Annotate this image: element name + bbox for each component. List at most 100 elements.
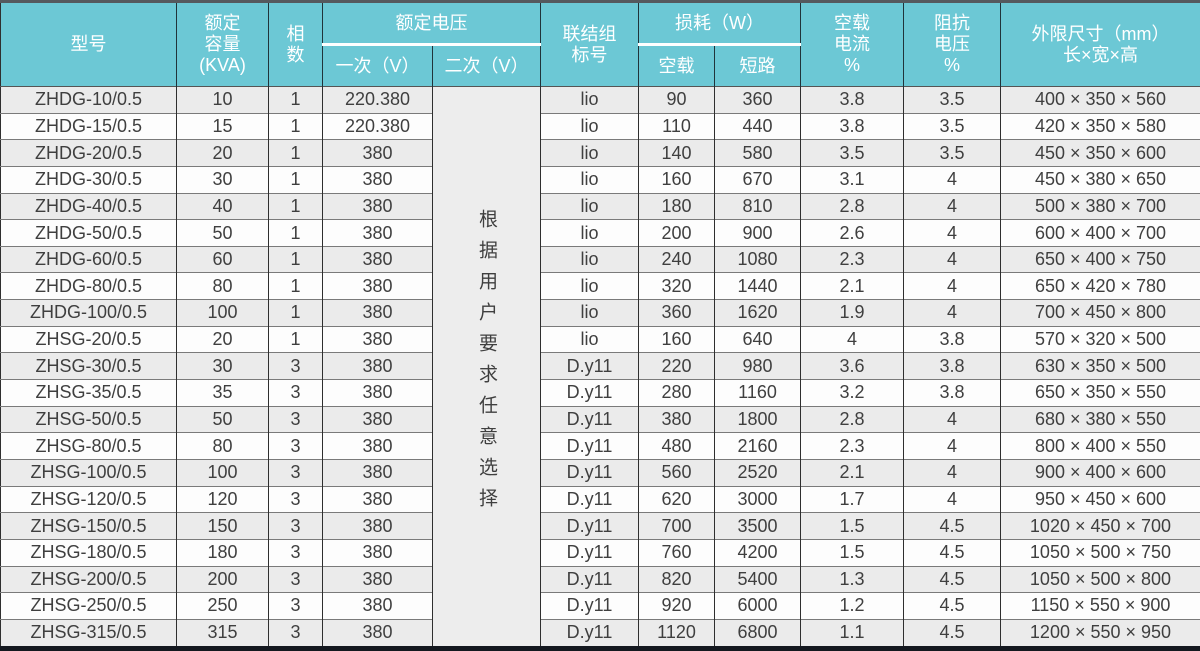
cell-dimensions: 650 × 400 × 750 bbox=[1000, 245, 1200, 273]
cell-loss-noload: 620 bbox=[638, 485, 715, 513]
cell-primary-voltage: 380 bbox=[322, 352, 433, 380]
cell-capacity: 180 bbox=[176, 538, 269, 567]
cell-connection-group: lio bbox=[540, 219, 639, 247]
cell-dimensions: 1200 × 550 × 950 bbox=[1000, 618, 1200, 649]
cell-impedance-voltage: 4 bbox=[903, 272, 1001, 300]
cell-loss-short: 4200 bbox=[714, 538, 801, 567]
cell-noload-current: 1.1 bbox=[800, 618, 904, 649]
col-header-dimensions-line1: 外限尺寸（mm） bbox=[1031, 23, 1170, 44]
cell-impedance-voltage: 4 bbox=[903, 405, 1001, 433]
cell-primary-voltage: 380 bbox=[322, 379, 433, 407]
cell-connection-group: D.y11 bbox=[540, 379, 639, 407]
cell-noload-current: 2.3 bbox=[800, 432, 904, 460]
cell-noload-current: 3.1 bbox=[800, 165, 904, 194]
cell-connection-group: D.y11 bbox=[540, 432, 639, 460]
cell-capacity: 20 bbox=[176, 139, 269, 167]
cell-phases: 1 bbox=[268, 325, 323, 353]
cell-capacity: 10 bbox=[176, 86, 269, 114]
cell-impedance-voltage: 4 bbox=[903, 192, 1001, 220]
cell-model: ZHSG-80/0.5 bbox=[0, 432, 177, 460]
col-header-capacity-line2: 容量 bbox=[204, 34, 241, 54]
col-header-impedance-line1: 阻抗 bbox=[934, 13, 970, 33]
cell-model: ZHDG-100/0.5 bbox=[0, 299, 177, 327]
table-row: ZHSG-180/0.5 180 3 380 D.y11 760 4200 1.5 4.5 105… bbox=[0, 538, 1200, 567]
table-row: ZHSG-30/0.5 30 3 380 D.y11 220 980 3.6 3.8 630 × … bbox=[0, 352, 1200, 380]
cell-dimensions: 680 × 380 × 550 bbox=[1000, 405, 1200, 433]
cell-noload-current: 3.8 bbox=[800, 86, 904, 114]
col-header-phases-line2: 数 bbox=[286, 44, 305, 65]
table-row: ZHDG-10/0.5 10 1 220.380 根据用户要求任意选择 lio 90 360 3… bbox=[0, 86, 1200, 649]
cell-loss-short: 1800 bbox=[714, 405, 801, 433]
cell-primary-voltage: 220.380 bbox=[322, 86, 433, 114]
table-row: ZHDG-15/0.5 15 1 220.380 lio 110 440 3.8 3.5 420 … bbox=[0, 112, 1200, 140]
cell-primary-voltage: 380 bbox=[322, 485, 433, 513]
cell-dimensions: 1150 × 550 × 900 bbox=[1000, 592, 1200, 620]
table-row: ZHDG-100/0.5 100 1 380 lio 360 1620 1.9 4 700 × 4… bbox=[0, 299, 1200, 327]
table-row: ZHDG-20/0.5 20 1 380 lio 140 580 3.5 3.5 450 × 35… bbox=[0, 139, 1200, 167]
cell-noload-current: 1.7 bbox=[800, 485, 904, 513]
col-header-dimensions: 外限尺寸（mm） 长×宽×高 bbox=[1000, 1, 1200, 87]
cell-phases: 1 bbox=[268, 245, 323, 273]
cell-impedance-voltage: 4 bbox=[903, 458, 1001, 487]
cell-noload-current: 2.8 bbox=[800, 192, 904, 220]
cell-phases: 1 bbox=[268, 272, 323, 300]
cell-impedance-voltage: 4.5 bbox=[903, 538, 1001, 567]
col-header-phases: 相 数 bbox=[268, 1, 323, 87]
cell-phases: 3 bbox=[268, 458, 323, 487]
cell-model: ZHSG-30/0.5 bbox=[0, 352, 177, 380]
cell-primary-voltage: 380 bbox=[322, 139, 433, 167]
cell-model: ZHSG-250/0.5 bbox=[0, 592, 177, 620]
cell-noload-current: 1.2 bbox=[800, 592, 904, 620]
cell-noload-current: 2.1 bbox=[800, 272, 904, 300]
cell-loss-noload: 820 bbox=[638, 565, 715, 593]
cell-loss-short: 3500 bbox=[714, 512, 801, 540]
cell-capacity: 100 bbox=[176, 458, 269, 487]
cell-noload-current: 2.6 bbox=[800, 219, 904, 247]
table-row: ZHDG-80/0.5 80 1 380 lio 320 1440 2.1 4 650 × 420… bbox=[0, 272, 1200, 300]
cell-capacity: 200 bbox=[176, 565, 269, 593]
cell-model: ZHDG-15/0.5 bbox=[0, 112, 177, 140]
cell-capacity: 40 bbox=[176, 192, 269, 220]
cell-loss-short: 900 bbox=[714, 219, 801, 247]
cell-loss-short: 6000 bbox=[714, 592, 801, 620]
cell-phases: 1 bbox=[268, 299, 323, 327]
cell-impedance-voltage: 4.5 bbox=[903, 512, 1001, 540]
cell-loss-noload: 360 bbox=[638, 299, 715, 327]
cell-phases: 3 bbox=[268, 592, 323, 620]
cell-connection-group: D.y11 bbox=[540, 592, 639, 620]
cell-connection-group: lio bbox=[540, 299, 639, 327]
cell-loss-noload: 160 bbox=[638, 165, 715, 194]
cell-dimensions: 700 × 450 × 800 bbox=[1000, 299, 1200, 327]
cell-model: ZHSG-180/0.5 bbox=[0, 538, 177, 567]
cell-loss-noload: 140 bbox=[638, 139, 715, 167]
cell-capacity: 315 bbox=[176, 618, 269, 649]
cell-noload-current: 2.8 bbox=[800, 405, 904, 433]
cell-connection-group: lio bbox=[540, 245, 639, 273]
cell-capacity: 250 bbox=[176, 592, 269, 620]
cell-model: ZHSG-20/0.5 bbox=[0, 325, 177, 353]
cell-model: ZHDG-30/0.5 bbox=[0, 165, 177, 194]
cell-loss-noload: 280 bbox=[638, 379, 715, 407]
cell-loss-short: 810 bbox=[714, 192, 801, 220]
cell-primary-voltage: 380 bbox=[322, 192, 433, 220]
cell-connection-group: D.y11 bbox=[540, 458, 639, 487]
cell-impedance-voltage: 4.5 bbox=[903, 592, 1001, 620]
cell-dimensions: 1020 × 450 × 700 bbox=[1000, 512, 1200, 540]
cell-phases: 1 bbox=[268, 112, 323, 140]
cell-phases: 3 bbox=[268, 512, 323, 540]
cell-phases: 3 bbox=[268, 405, 323, 433]
cell-dimensions: 900 × 400 × 600 bbox=[1000, 458, 1200, 487]
cell-primary-voltage: 380 bbox=[322, 299, 433, 327]
cell-loss-noload: 700 bbox=[638, 512, 715, 540]
col-header-loss-short: 短路 bbox=[714, 44, 801, 87]
table-row: ZHSG-35/0.5 35 3 380 D.y11 280 1160 3.2 3.8 650 ×… bbox=[0, 379, 1200, 407]
cell-capacity: 50 bbox=[176, 219, 269, 247]
cell-impedance-voltage: 4 bbox=[903, 219, 1001, 247]
cell-connection-group: lio bbox=[540, 165, 639, 194]
cell-impedance-voltage: 4 bbox=[903, 432, 1001, 460]
cell-primary-voltage: 380 bbox=[322, 618, 433, 649]
cell-noload-current: 3.2 bbox=[800, 379, 904, 407]
cell-loss-short: 5400 bbox=[714, 565, 801, 593]
